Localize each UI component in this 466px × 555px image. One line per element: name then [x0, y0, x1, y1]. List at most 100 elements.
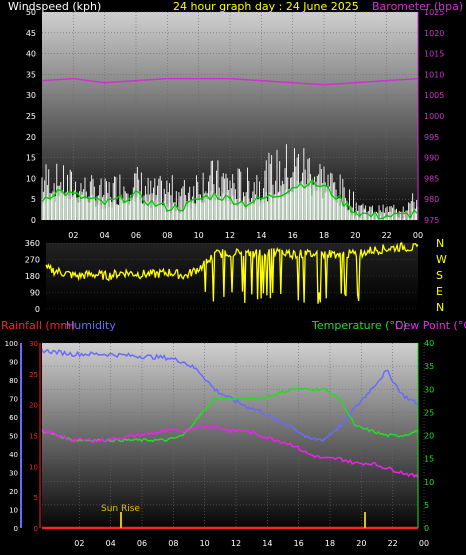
- barometer-axis-label: Barometer (hpa): [372, 0, 463, 13]
- wind-x-tick-label: 18: [319, 231, 329, 240]
- climate-x-tick-label: 18: [325, 539, 335, 548]
- wind-y-tick-label: 35: [26, 70, 36, 79]
- wind-y-tick-label: 20: [26, 133, 36, 142]
- wind-x-tick-label: 14: [256, 231, 266, 240]
- temp-y-tick-label: 25: [424, 408, 434, 417]
- temp-y-tick-label: 40: [424, 339, 434, 348]
- wind-y-tick-label: 30: [26, 91, 36, 100]
- rain-y-tick-label: 10: [29, 463, 38, 471]
- rain-y-tick-label: 20: [29, 402, 38, 410]
- sunrise-label: Sun Rise: [101, 504, 140, 514]
- direction-y-tick-label: 360: [25, 239, 40, 248]
- gust-line: [41, 178, 419, 220]
- wind-x-tick-label: 22: [382, 231, 392, 240]
- chart-title: 24 hour graph day : 24 June 2025: [173, 0, 359, 13]
- wind-y-tick-label: 50: [26, 8, 36, 17]
- direction-letter-n-top: N: [436, 237, 444, 250]
- direction-y-tick-label: 0: [35, 305, 40, 314]
- climate-x-tick-label: 06: [137, 539, 147, 548]
- temp-y-tick-label: 15: [424, 455, 434, 464]
- humidity-y-tick-label: 20: [9, 488, 18, 496]
- rain-y-tick-label: 5: [34, 494, 38, 502]
- wind-x-tick-label: 02: [68, 231, 78, 240]
- humidity-y-tick-label: 30: [9, 470, 18, 478]
- dewpoint-line: [41, 424, 419, 479]
- climate-x-tick-label: 10: [200, 539, 210, 548]
- wind-y-tick-label: 5: [31, 195, 36, 204]
- barometer-y-tick-label: 980: [424, 195, 439, 204]
- humidity-y-tick-label: 60: [9, 414, 18, 422]
- barometer-y-tick-label: 995: [424, 133, 439, 142]
- grid-layer: [42, 11, 425, 529]
- climate-x-tick-label: 12: [231, 539, 241, 548]
- temp-y-tick-label: 20: [424, 432, 434, 441]
- rain-y-tick-label: 30: [29, 340, 38, 348]
- humidity-y-tick-label: 50: [9, 433, 18, 441]
- direction-letter-e: E: [436, 285, 443, 298]
- direction-letters: N W S E N: [436, 237, 447, 314]
- temp-y-tick-label: 0: [424, 524, 429, 533]
- direction-letter-s: S: [436, 269, 443, 282]
- wind-y-tick-label: 25: [26, 112, 36, 121]
- direction-letter-n-bottom: N: [436, 301, 444, 314]
- wind-y-tick-label: 40: [26, 50, 36, 59]
- temp-y-tick-label: 5: [424, 501, 429, 510]
- humidity-y-tick-label: 90: [9, 359, 18, 367]
- wind-y-tick-label: 0: [31, 216, 36, 225]
- direction-letter-w: W: [436, 253, 447, 266]
- rain-y-tick-label: 25: [29, 371, 38, 379]
- temp-y-tick-label: 35: [424, 362, 434, 371]
- direction-y-tick-label: 180: [25, 272, 40, 281]
- climate-x-tick-label: 00: [419, 539, 429, 548]
- humidity-y-tick-label: 80: [9, 377, 18, 385]
- climate-x-tick-label: 04: [106, 539, 116, 548]
- humidity-y-tick-label: 100: [5, 340, 18, 348]
- wind-x-tick-label: 10: [194, 231, 204, 240]
- climate-x-tick-label: 16: [294, 539, 304, 548]
- barometer-y-tick-label: 990: [424, 154, 439, 163]
- wind-x-tick-label: 06: [131, 231, 141, 240]
- temp-y-tick-label: 10: [424, 478, 434, 487]
- barometer-y-tick-label: 1005: [424, 91, 444, 100]
- humidity-y-tick-label: 40: [9, 451, 18, 459]
- rain-y-tick-label: 15: [29, 433, 38, 441]
- climate-x-tick-label: 20: [356, 539, 366, 548]
- wind-direction-line: [45, 242, 419, 304]
- wind-y-tick-label: 45: [26, 29, 36, 38]
- axes-layer: 0510152025303540455097598098599099510001…: [5, 8, 445, 548]
- climate-x-tick-label: 14: [262, 539, 272, 548]
- series-layer: [41, 77, 419, 530]
- wind-x-tick-label: 12: [225, 231, 235, 240]
- climate-plot-area: [42, 343, 418, 528]
- dewpoint-axis-label: Dew Point (°C): [395, 319, 466, 332]
- wind-y-tick-label: 15: [26, 154, 36, 163]
- wind-x-tick-label: 20: [350, 231, 360, 240]
- direction-y-tick-label: 270: [25, 256, 40, 265]
- barometer-y-tick-label: 1025: [424, 8, 444, 17]
- humidity-line: [41, 348, 419, 442]
- direction-y-tick-label: 90: [30, 289, 40, 298]
- humidity-y-tick-label: 10: [9, 507, 18, 515]
- windspeed-axis-label: Windspeed (kph): [8, 0, 101, 13]
- rainfall-axis-label: Rainfall (mm): [1, 319, 75, 332]
- wind-x-tick-label: 04: [100, 231, 110, 240]
- humidity-y-tick-label: 0: [14, 525, 18, 533]
- rain-y-tick-label: 0: [34, 525, 38, 533]
- barometer-line: [41, 77, 419, 86]
- wind-x-tick-label: 00: [413, 231, 423, 240]
- wind-x-tick-label: 16: [288, 231, 298, 240]
- barometer-y-tick-label: 1020: [424, 29, 444, 38]
- climate-x-tick-label: 08: [168, 539, 178, 548]
- temp-y-tick-label: 30: [424, 385, 434, 394]
- humidity-y-tick-label: 70: [9, 396, 18, 404]
- wind-x-tick-label: 08: [162, 231, 172, 240]
- temperature-axis-label: Temperature (°C): [311, 319, 407, 332]
- wind-y-tick-label: 10: [26, 174, 36, 183]
- humidity-axis-label: Humidity: [66, 319, 116, 332]
- barometer-y-tick-label: 985: [424, 174, 439, 183]
- barometer-y-tick-label: 1000: [424, 112, 444, 121]
- climate-x-tick-label: 02: [74, 539, 84, 548]
- barometer-y-tick-label: 975: [424, 216, 439, 225]
- climate-x-tick-label: 22: [388, 539, 398, 548]
